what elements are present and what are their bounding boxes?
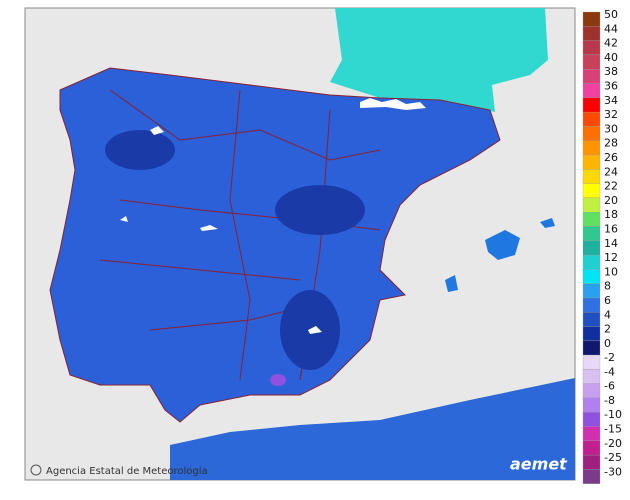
legend-swatch [582,297,601,313]
legend-swatch [582,454,601,470]
legend-label: 6 [604,294,611,307]
legend-label: 20 [604,194,618,207]
legend-label: 34 [604,94,618,107]
legend-label: 12 [604,251,618,264]
legend-label: 36 [604,80,618,93]
legend-label: -8 [604,394,615,407]
legend-label: 26 [604,151,618,164]
legend-swatch [582,369,601,384]
legend-label: 50 [604,8,618,21]
legend-swatch [582,11,601,27]
legend-swatch [582,240,601,256]
legend-swatch [582,383,601,399]
legend-label: -30 [604,465,622,478]
africa [170,378,575,480]
legend-swatch [582,440,601,456]
legend-label: 22 [604,180,618,193]
france [330,8,548,112]
legend-swatch [582,340,601,356]
legend-swatch [582,283,601,299]
legend-swatch [582,183,601,199]
legend-swatch [582,212,601,227]
legend-swatch [582,154,601,170]
legend-label: 14 [604,237,618,250]
legend-label: 44 [604,22,618,35]
legend-label: -25 [604,451,622,464]
legend-swatch [582,426,601,441]
legend-swatch [582,140,601,156]
legend-swatch [582,126,601,141]
legend-swatch [582,312,601,327]
legend-swatch [582,111,601,127]
logo: aemet [510,455,568,474]
legend-swatch [582,69,601,84]
legend-swatch [582,269,601,284]
legend-swatch [582,226,601,241]
legend-label: -20 [604,437,622,450]
legend-label: 10 [604,265,618,278]
legend-label: 38 [604,65,618,78]
legend-label: 16 [604,223,618,236]
legend-label: -10 [604,408,622,421]
legend-swatch [582,326,601,342]
legend-swatch [582,54,601,70]
legend-label: -4 [604,365,615,378]
legend-swatch [582,412,601,427]
legend-label: 0 [604,337,611,350]
legend-label: 2 [604,323,611,336]
legend-label: 30 [604,122,618,135]
legend-label: 42 [604,37,618,50]
legend-swatch [582,354,601,370]
legend-label: 18 [604,208,618,221]
legend-label: 4 [604,308,611,321]
legend-swatch [582,197,601,213]
legend-swatch [582,26,601,41]
legend-swatch [582,169,601,184]
legend-label: 32 [604,108,618,121]
legend-label: 8 [604,280,611,293]
legend-label: -15 [604,423,622,436]
legend-swatch [582,40,601,56]
legend-label: -6 [604,380,615,393]
legend-swatch [582,97,601,113]
legend-label: 24 [604,165,618,178]
legend-swatch [582,397,601,413]
legend-swatch [582,83,601,98]
legend-swatch [582,469,601,484]
legend: 5044424038363432302826242220181614121086… [582,8,622,484]
legend-label: 40 [604,51,618,64]
legend-label: 28 [604,137,618,150]
legend-swatch [582,254,601,270]
credit: Agencia Estatal de Meteorología [46,465,208,477]
legend-label: -2 [604,351,615,364]
map [30,8,575,480]
